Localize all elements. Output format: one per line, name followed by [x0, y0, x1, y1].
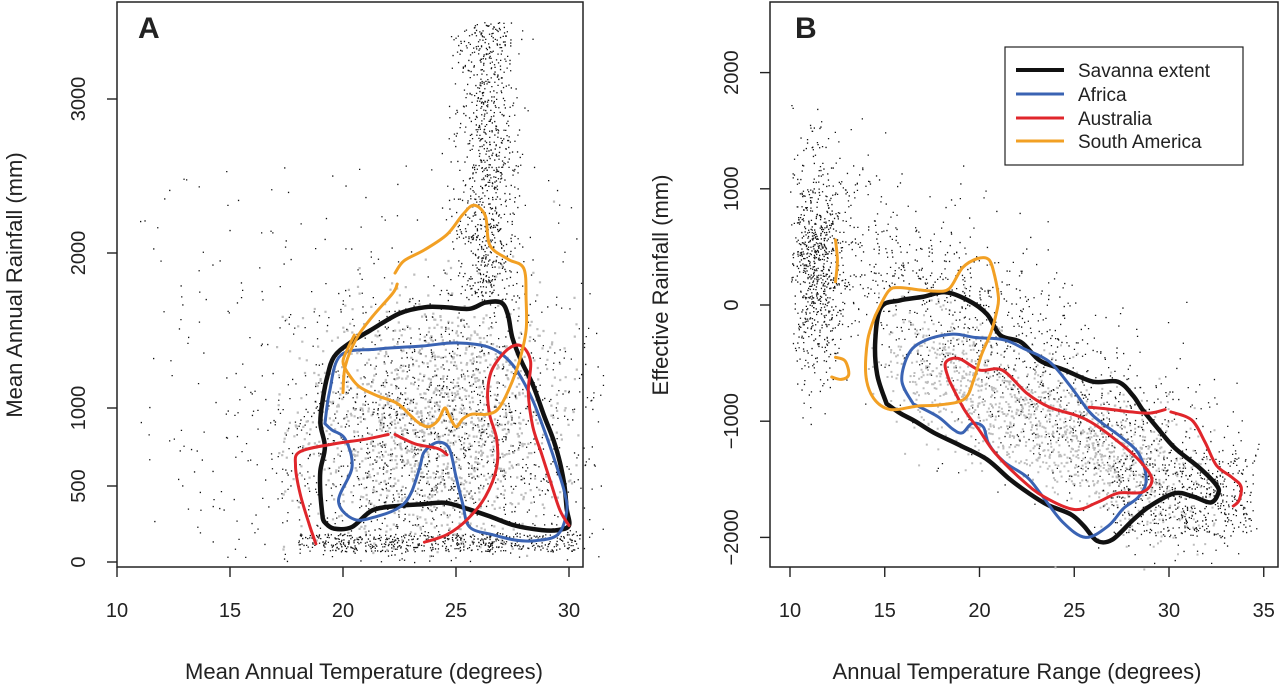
panel-a-contour-australia-3 [393, 433, 449, 457]
panel-b-contour-africa-1 [900, 332, 1148, 539]
panel-b: 10 15 20 25 30 35 −2000 −1000 0 1000 2000 B Annual… [648, 1, 1279, 684]
panel-b-points [790, 105, 1260, 571]
legend-label-savanna: Savanna extent [1078, 61, 1211, 82]
panel-a-axes: 10 15 20 25 30 0 500 1000 2000 3000 [68, 77, 580, 622]
panel-b-y-tick-label-2: 0 [721, 299, 743, 310]
panel-a-x-tick-label-0: 10 [106, 600, 128, 622]
panel-b-x-tick-label-3: 25 [1063, 600, 1085, 622]
legend-label-south-america: South America [1078, 132, 1202, 153]
panel-a-y-tick-label-4: 3000 [68, 77, 90, 122]
panel-a-dark-points [140, 22, 605, 564]
panel-b-contour-south-america-5 [863, 256, 1001, 412]
panel-a-contour-south-america-6 [341, 203, 529, 429]
panel-a-contour-africa-1 [323, 341, 569, 543]
panel-a-contour-australia-4 [422, 343, 571, 544]
panel-a-contour-savanna-extent-0 [317, 299, 572, 533]
panel-b-axes: 10 15 20 25 30 35 −2000 −1000 0 1000 2000 [721, 50, 1275, 622]
panel-b-legend: Savanna extent Africa Australia South Am… [1004, 46, 1244, 166]
panel-b-y-tick-label-4: 2000 [721, 50, 743, 95]
panel-b-y-tick-label-3: 1000 [721, 167, 743, 212]
panel-b-frame [769, 1, 1279, 568]
panel-b-letter: B [795, 12, 817, 45]
panel-b-contour-australia-3 [1087, 405, 1167, 415]
panel-a-frame [116, 1, 584, 568]
legend-label-australia: Australia [1078, 109, 1152, 130]
panel-a-y-tick-label-1: 500 [68, 469, 90, 502]
panel-a-x-axis-title: Mean Annual Temperature (degrees) [185, 659, 543, 684]
panel-b-contour-australia-4 [1169, 410, 1243, 508]
legend-label-africa: Africa [1078, 85, 1127, 106]
panel-a-y-tick-label-0: 0 [68, 556, 90, 567]
panel-a: 10 15 20 25 30 0 500 1000 2000 3000 A Mean Annual… [2, 1, 605, 684]
panel-b-x-axis-title: Annual Temperature Range (degrees) [833, 659, 1202, 684]
panel-b-contour-south-america-6 [830, 355, 851, 381]
panel-b-contours [830, 238, 1243, 545]
panel-b-y-tick-label-0: −2000 [721, 509, 743, 565]
panel-b-y-tick-label-1: −1000 [721, 393, 743, 449]
panel-b-light-points [865, 286, 1216, 571]
panel-a-x-tick-label-3: 25 [445, 600, 467, 622]
panel-a-contours [293, 203, 572, 546]
legend-box [1004, 46, 1244, 166]
panel-a-contour-australia-2 [293, 433, 390, 546]
panel-b-contour-australia-2 [943, 356, 1154, 512]
panel-a-y-tick-label-3: 2000 [68, 231, 90, 276]
panel-a-y-tick-label-2: 1000 [68, 386, 90, 431]
panel-a-y-axis-title: Mean Annual Rainfall (mm) [2, 152, 27, 417]
panel-b-x-tick-label-1: 15 [874, 600, 896, 622]
panel-b-x-tick-label-2: 20 [968, 600, 990, 622]
panel-b-y-axis-title: Effective Rainfall (mm) [648, 175, 673, 396]
panel-b-x-tick-label-5: 35 [1253, 600, 1275, 622]
panel-a-x-tick-label-4: 30 [558, 600, 580, 622]
panel-b-x-tick-label-0: 10 [779, 600, 801, 622]
panel-a-points [140, 22, 605, 564]
panel-a-letter: A [138, 12, 160, 45]
panel-a-x-tick-label-1: 15 [219, 600, 241, 622]
panel-b-contour-savanna-extent-0 [872, 289, 1222, 545]
panel-a-x-tick-label-2: 20 [332, 600, 354, 622]
panel-b-contour-south-america-7 [834, 238, 839, 284]
panel-b-x-tick-label-4: 30 [1158, 600, 1180, 622]
